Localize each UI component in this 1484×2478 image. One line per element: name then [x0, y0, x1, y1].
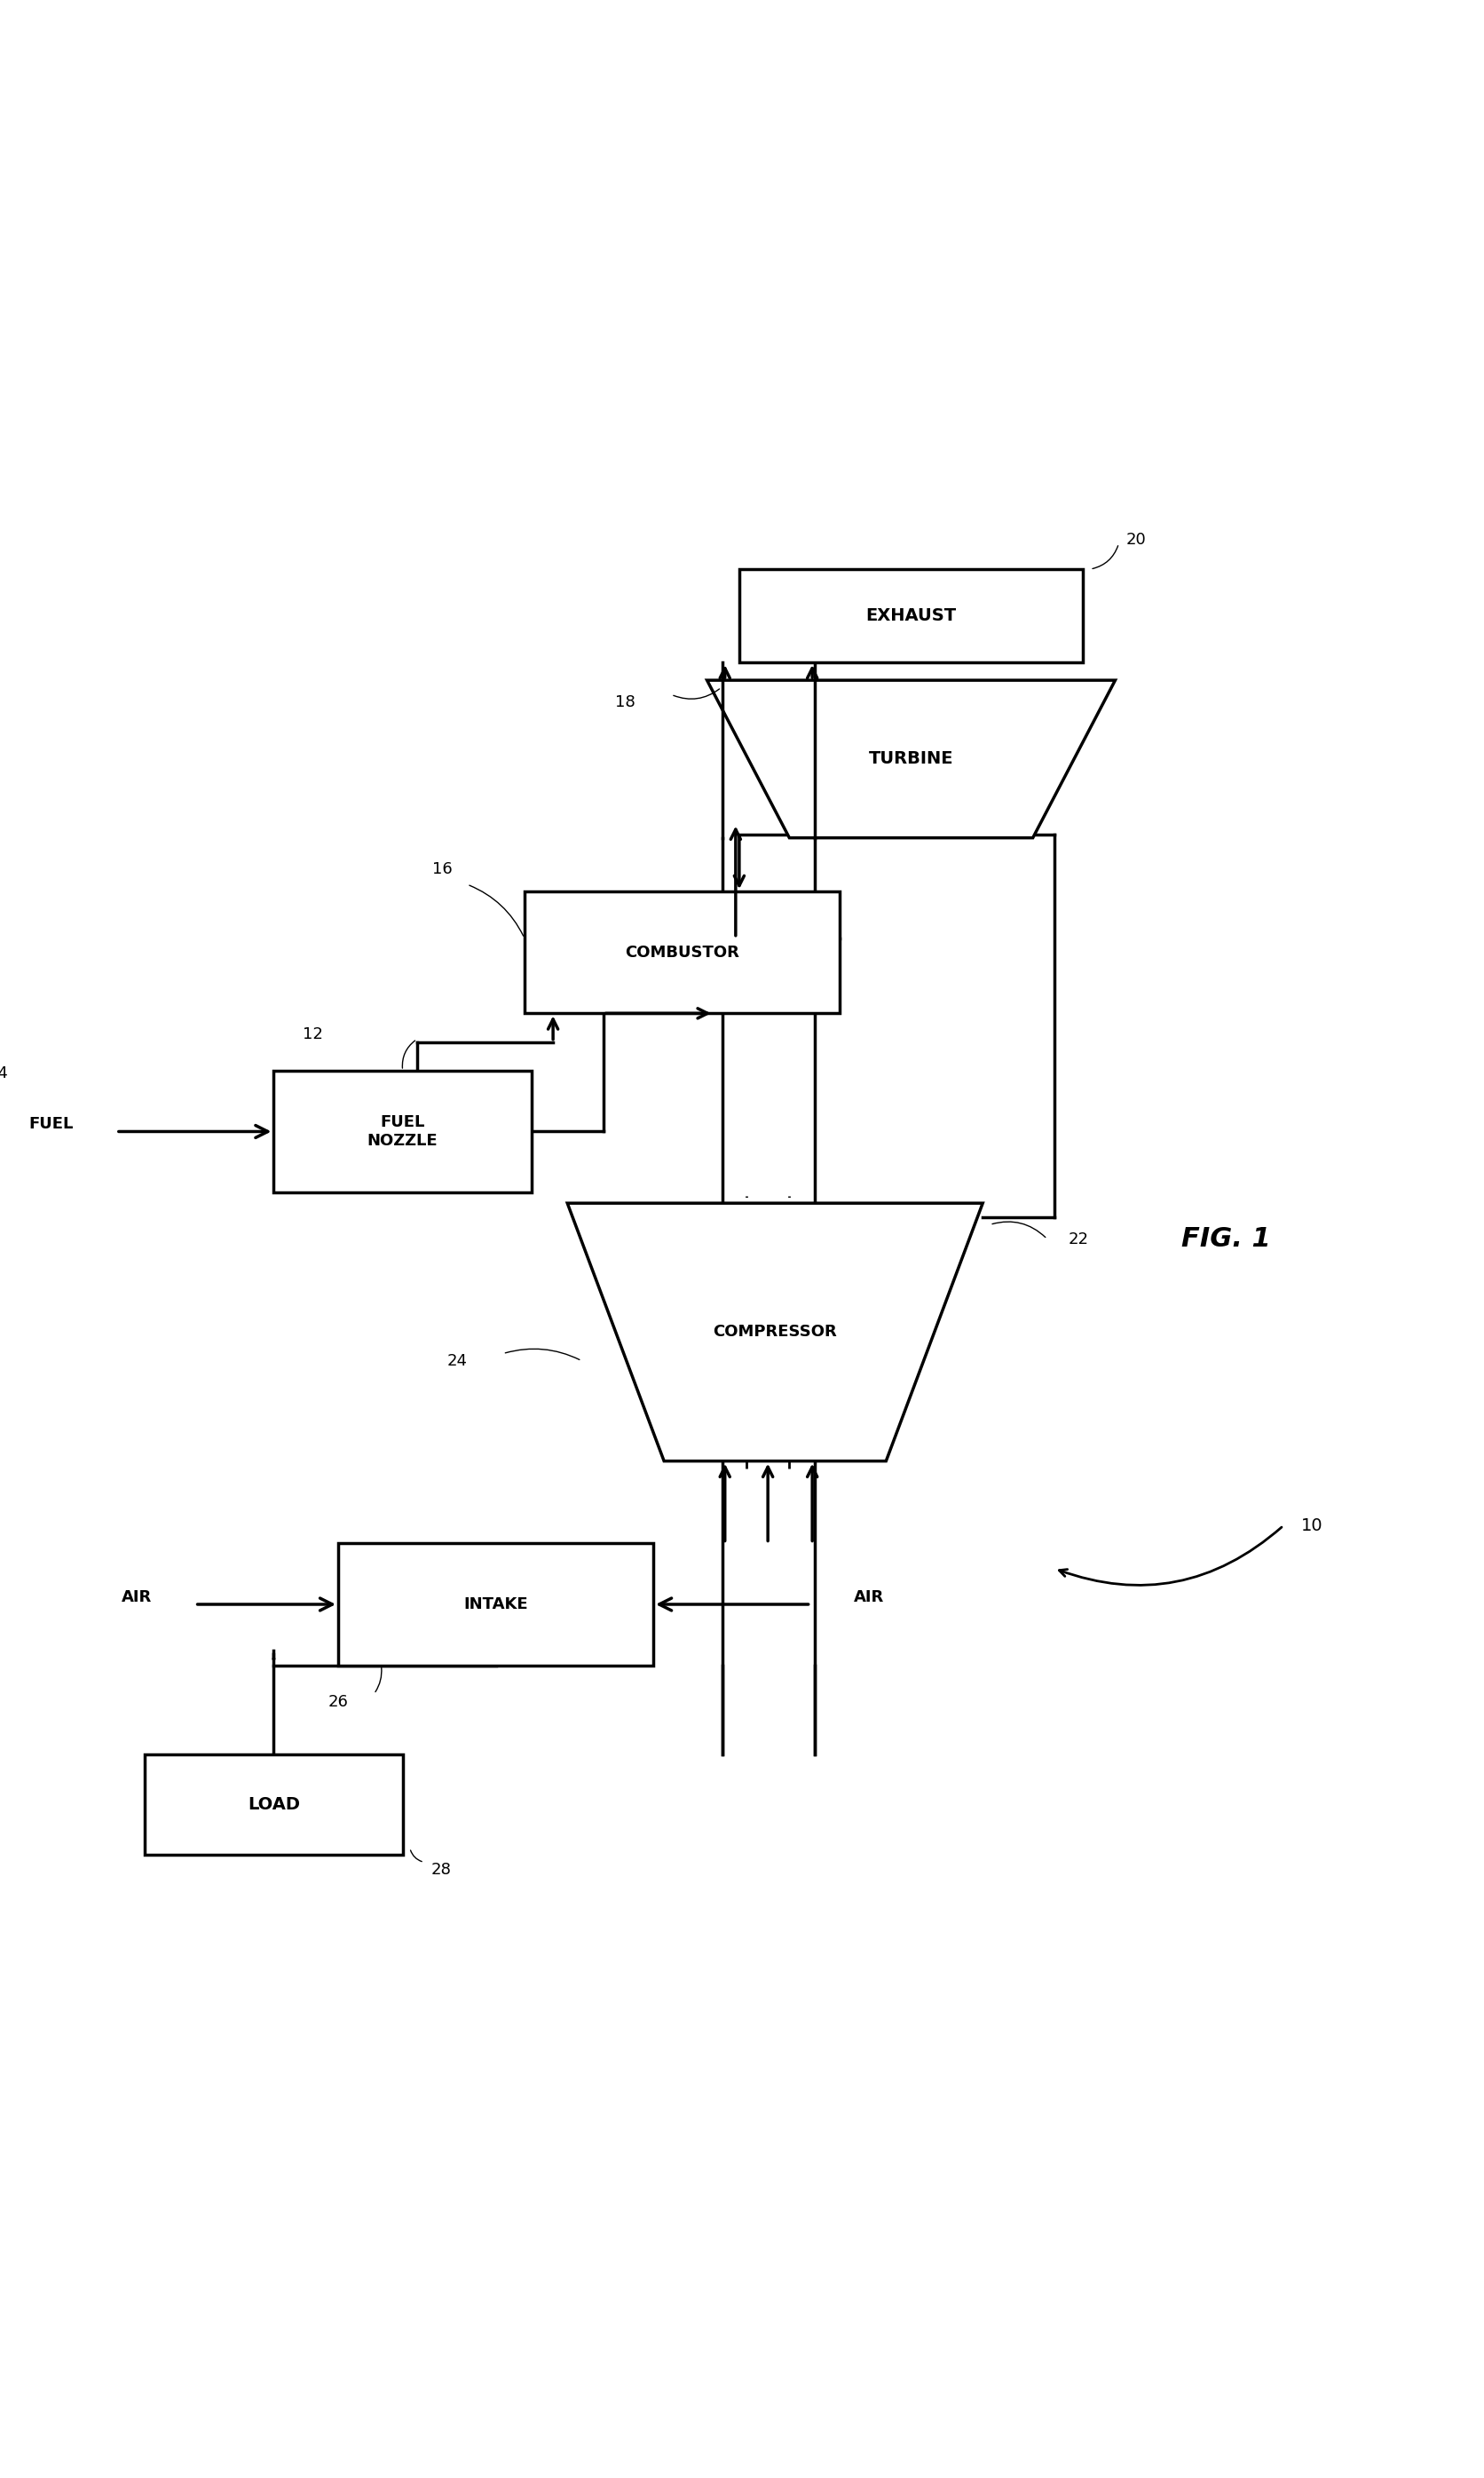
Polygon shape: [567, 1204, 982, 1462]
Text: FIG. 1: FIG. 1: [1181, 1227, 1270, 1251]
Text: EXHAUST: EXHAUST: [865, 607, 956, 624]
Text: COMPRESSOR: COMPRESSOR: [712, 1323, 837, 1341]
Text: 10: 10: [1301, 1517, 1324, 1534]
Text: 16: 16: [433, 862, 453, 877]
Polygon shape: [706, 681, 1114, 838]
Text: FUEL
NOZZLE: FUEL NOZZLE: [368, 1115, 438, 1150]
Text: 26: 26: [328, 1695, 349, 1710]
Bar: [338, 1544, 653, 1665]
Bar: [273, 1070, 531, 1192]
Text: 14: 14: [0, 1066, 7, 1080]
Text: COMBUSTOR: COMBUSTOR: [625, 944, 739, 961]
Bar: [524, 892, 840, 1014]
Text: 24: 24: [447, 1353, 467, 1368]
Text: 28: 28: [432, 1863, 451, 1878]
Text: AIR: AIR: [122, 1588, 151, 1606]
Text: INTAKE: INTAKE: [463, 1596, 528, 1613]
Bar: [739, 570, 1083, 662]
Bar: [145, 1754, 402, 1856]
Text: AIR: AIR: [853, 1588, 884, 1606]
Text: 20: 20: [1126, 533, 1146, 548]
Text: TURBINE: TURBINE: [868, 751, 954, 768]
Text: 22: 22: [1068, 1232, 1089, 1249]
Text: FUEL: FUEL: [28, 1118, 73, 1132]
Text: LOAD: LOAD: [248, 1797, 300, 1814]
Text: 12: 12: [303, 1026, 322, 1043]
Text: 18: 18: [616, 694, 635, 711]
